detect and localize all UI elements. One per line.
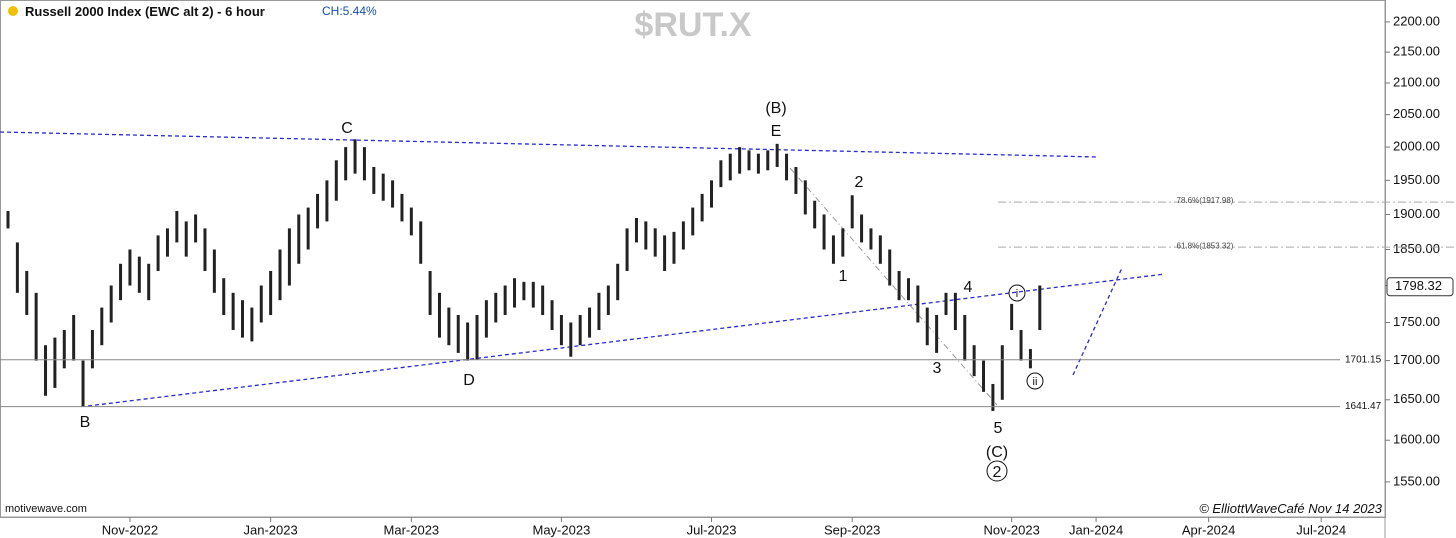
x-tick-label: Mar-2023	[384, 522, 440, 537]
wave-label: 5	[994, 420, 1003, 437]
wave-label: ii	[1033, 376, 1038, 388]
y-tick-label: 1950.00	[1393, 172, 1440, 187]
wave-label: B	[80, 414, 91, 431]
y-tick-label: 2100.00	[1393, 74, 1440, 89]
y-tick-label: 1850.00	[1393, 241, 1440, 256]
wave-label: i	[1016, 288, 1018, 300]
y-tick-label: 2150.00	[1393, 44, 1440, 59]
x-tick-label: Jan-2024	[1069, 522, 1123, 537]
wave-circle	[1026, 372, 1044, 390]
wave-label: D	[463, 372, 475, 389]
y-tick-label: 1900.00	[1393, 206, 1440, 221]
trendline	[789, 167, 998, 406]
x-tick-label: Jan-2023	[244, 522, 298, 537]
y-tick-label: 1750.00	[1393, 314, 1440, 329]
wave-label: E	[771, 123, 782, 140]
y-tick-label: 1550.00	[1393, 473, 1440, 488]
wave-label: 2	[993, 464, 1002, 481]
trendline	[0, 131, 1099, 158]
wave-label: 4	[964, 279, 973, 296]
y-tick-label: 1650.00	[1393, 391, 1440, 406]
y-tick-label: 2200.00	[1393, 13, 1440, 28]
x-tick-label: Nov-2022	[102, 522, 158, 537]
fib-label: 78.6%(1917.98)	[1177, 196, 1234, 205]
fib-label: 61.8%(1853.32)	[1177, 241, 1234, 250]
level-label: 1641.47	[1345, 401, 1382, 412]
wave-label: 3	[933, 360, 942, 377]
y-tick-label: 2000.00	[1393, 139, 1440, 154]
x-tick-label: Nov-2023	[983, 522, 1039, 537]
symbol-watermark: $RUT.X	[634, 6, 751, 44]
y-tick-label: 1600.00	[1393, 432, 1440, 447]
wave-label: 2	[855, 174, 864, 191]
trendline	[1072, 267, 1123, 376]
x-tick-label: Sep-2023	[824, 522, 880, 537]
source: motivewave.com	[5, 503, 87, 515]
x-tick-label: May-2023	[533, 522, 591, 537]
trendline	[87, 273, 1166, 407]
wave-label: 1	[839, 268, 848, 285]
wave-label: (B)	[765, 100, 786, 117]
wave-circle	[1008, 284, 1026, 302]
level-label: 1701.15	[1345, 354, 1382, 365]
chart-title: Russell 2000 Index (EWC alt 2) - 6 hour	[25, 4, 265, 19]
x-tick-label: Jul-2023	[687, 522, 737, 537]
credit: © ElliottWaveCafé Nov 14 2023	[1199, 501, 1383, 516]
price-tag-label: 1798.32	[1395, 278, 1442, 293]
wave-circle	[986, 460, 1008, 482]
wave-label: (C)	[986, 444, 1008, 461]
wave-label: C	[341, 120, 353, 137]
x-tick-label: Apr-2024	[1182, 522, 1235, 537]
plot-frame	[0, 0, 1386, 518]
change: CH:5.44%	[322, 4, 377, 18]
price-tag	[1386, 277, 1454, 297]
status-dot	[8, 6, 18, 16]
y-tick-label: 2050.00	[1393, 106, 1440, 121]
y-tick-label: 1700.00	[1393, 352, 1440, 367]
x-tick-label: Jul-2024	[1296, 522, 1346, 537]
price-bars	[6, 139, 1042, 411]
